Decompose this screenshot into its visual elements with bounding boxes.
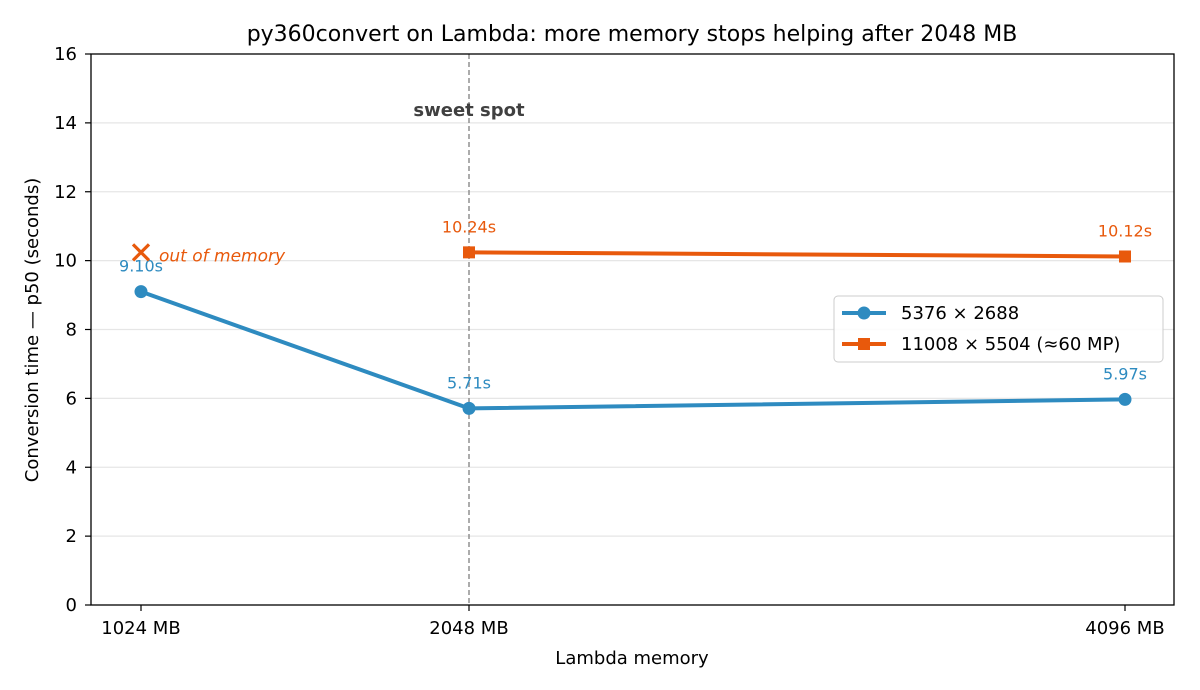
data-label: 10.24s xyxy=(442,217,496,236)
y-tick-label: 12 xyxy=(54,182,77,203)
data-label: 10.12s xyxy=(1098,221,1152,240)
data-label: 5.71s xyxy=(447,373,491,392)
data-point xyxy=(1118,392,1132,406)
data-label: 5.97s xyxy=(1103,364,1147,383)
legend-marker xyxy=(858,338,870,350)
y-tick-label: 14 xyxy=(54,113,77,134)
y-axis-ticks: 0 2 4 6 8 10 12 14 16 xyxy=(54,44,91,616)
sweet-spot-annotation: sweet spot xyxy=(413,100,525,121)
gridlines xyxy=(91,122,1174,537)
y-tick-label: 8 xyxy=(66,320,77,341)
oom-x-marker xyxy=(131,243,151,262)
y-tick-label: 16 xyxy=(54,44,77,65)
series-layer xyxy=(134,246,1132,415)
oom-label: out of memory xyxy=(159,246,286,266)
legend-label: 5376 × 2688 xyxy=(901,303,1019,324)
oom-annotation: out of memory xyxy=(131,243,286,266)
x-tick-label: 4096 MB xyxy=(1085,618,1164,639)
y-tick-label: 10 xyxy=(54,251,77,272)
series-line xyxy=(468,250,1126,259)
data-point xyxy=(462,401,476,415)
legend-box xyxy=(833,295,1164,363)
data-point xyxy=(134,285,148,299)
data-point xyxy=(1119,250,1131,263)
data-labels: 9.10s 5.71s 5.97s 10.24s 10.12s xyxy=(119,217,1152,392)
y-tick-label: 4 xyxy=(66,457,77,478)
legend-marker xyxy=(857,306,871,320)
legend: 5376 × 2688 11008 × 5504 (≈60 MP) xyxy=(833,295,1164,363)
chart-title: py360convert on Lambda: more memory stop… xyxy=(247,22,1018,47)
data-point xyxy=(463,246,475,259)
x-tick-label: 1024 MB xyxy=(101,618,180,639)
data-label: 9.10s xyxy=(119,257,163,276)
y-axis-label: Conversion time — p50 (seconds) xyxy=(22,178,43,482)
legend-label: 11008 × 5504 (≈60 MP) xyxy=(901,334,1120,355)
x-axis-ticks: 1024 MB 2048 MB 4096 MB xyxy=(101,605,1165,639)
x-axis-label: Lambda memory xyxy=(555,648,709,669)
y-tick-label: 6 xyxy=(66,388,77,409)
y-tick-label: 2 xyxy=(66,526,77,547)
y-tick-label: 0 xyxy=(66,595,77,616)
x-tick-label: 2048 MB xyxy=(429,618,508,639)
